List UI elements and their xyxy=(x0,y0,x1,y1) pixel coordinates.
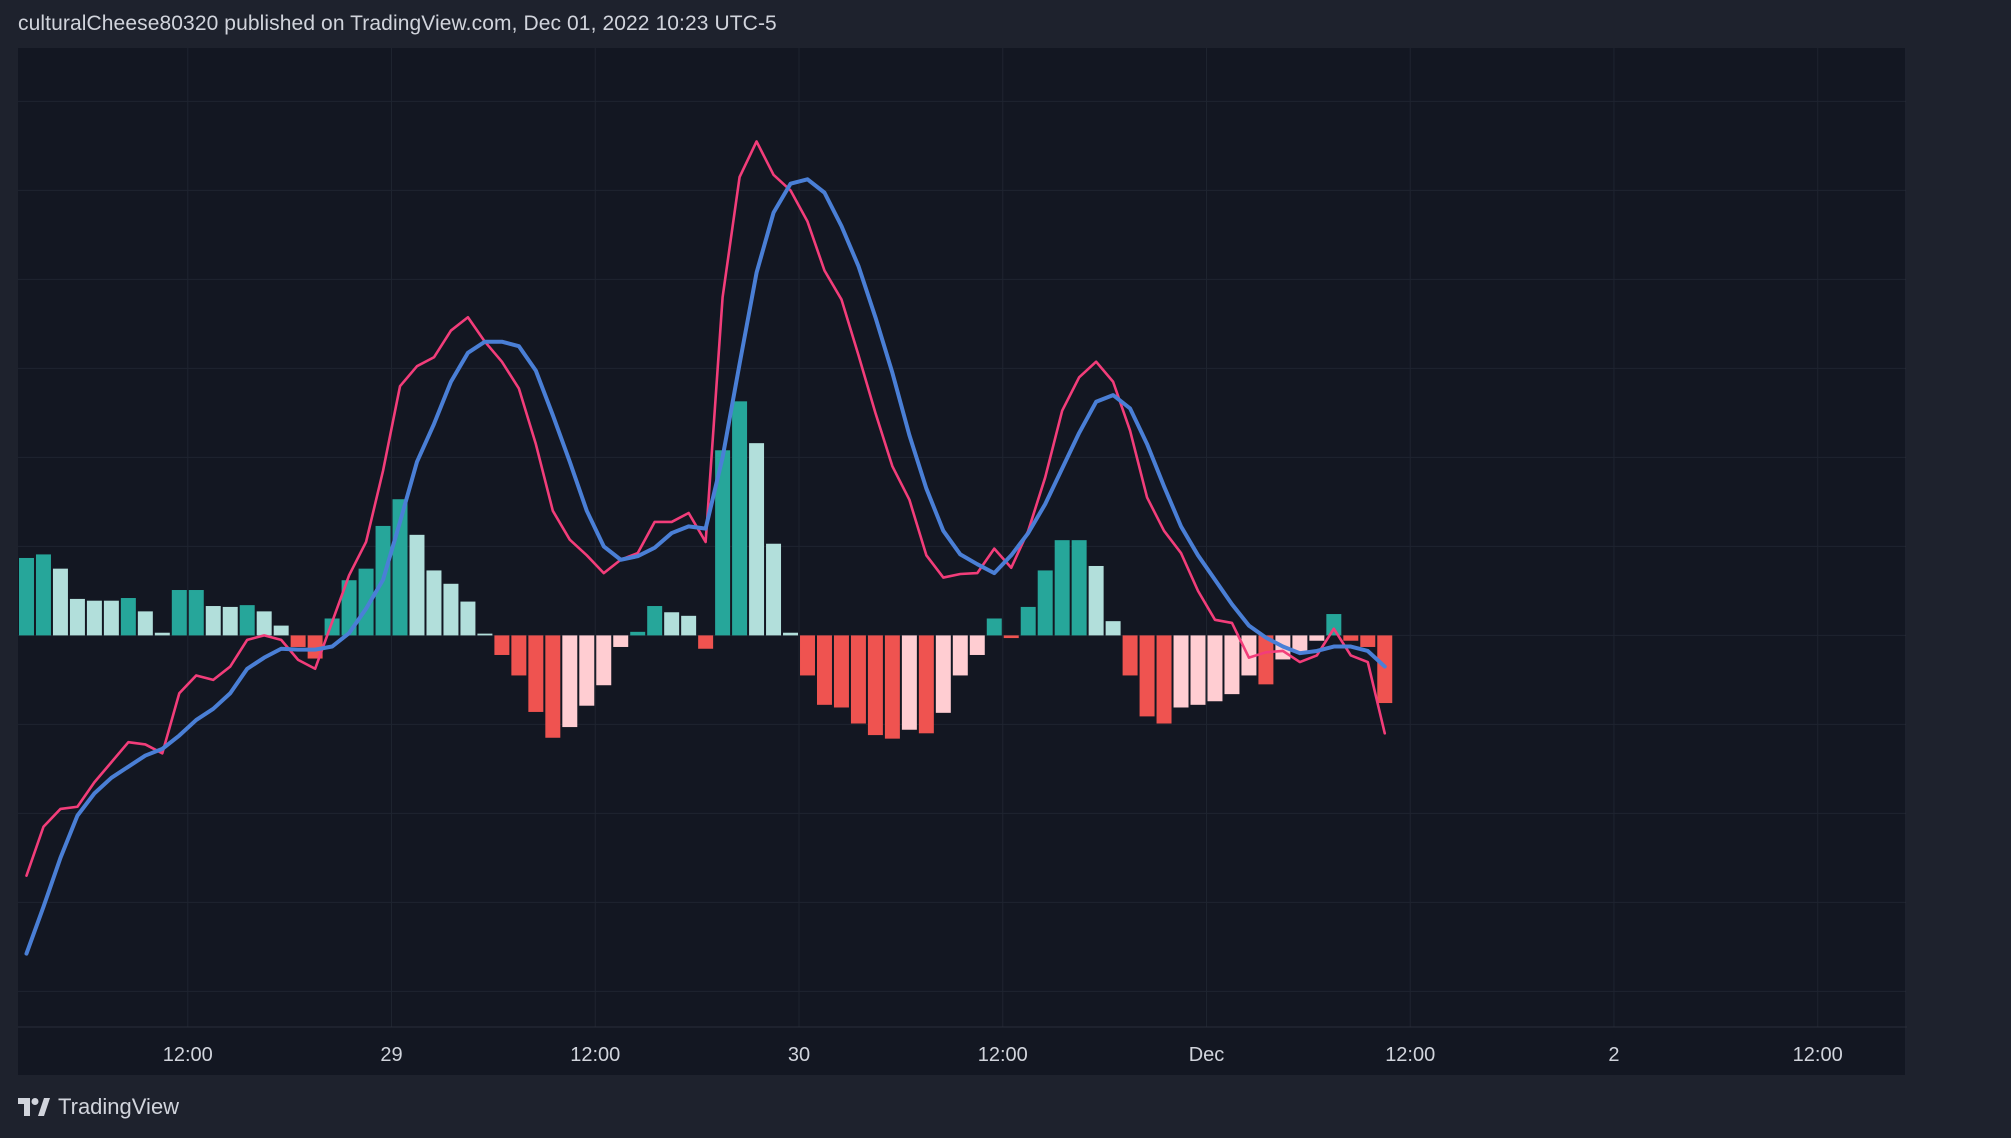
histogram-bar xyxy=(256,611,272,636)
histogram-bar xyxy=(426,570,442,636)
histogram-bar xyxy=(1122,635,1138,676)
histogram-bar xyxy=(443,583,459,636)
chart-pane[interactable]: 12.0010.008.006.004.002.000.00−2.00−4.00… xyxy=(18,48,1907,1075)
histogram-bar xyxy=(630,631,646,636)
histogram-bar xyxy=(1190,635,1206,705)
histogram-bar xyxy=(477,633,493,636)
histogram-bar xyxy=(239,605,255,636)
histogram-bar xyxy=(1207,635,1223,702)
histogram-bar xyxy=(188,590,204,636)
axis-lines xyxy=(18,48,1907,1075)
x-tick-label: 12:00 xyxy=(163,1044,213,1066)
histogram-bar xyxy=(867,635,883,736)
histogram-bar xyxy=(647,606,663,636)
histogram-bar xyxy=(952,635,968,676)
time-axis[interactable]: 12:00 29 12:00 30 12:00 Dec 12:00 2 12:00 xyxy=(163,1044,1843,1066)
histogram-bar xyxy=(732,401,748,636)
histogram-bar xyxy=(409,534,425,636)
grid xyxy=(18,48,1906,1027)
histogram-bar xyxy=(1020,606,1036,636)
histogram-bar xyxy=(766,543,782,636)
histogram-bar xyxy=(783,632,799,636)
histogram-bar xyxy=(1173,635,1189,708)
tradingview-logo-icon xyxy=(18,1098,50,1116)
histogram-bar xyxy=(562,635,578,728)
histogram-bar xyxy=(358,568,374,636)
histogram-bar xyxy=(664,612,680,636)
histogram-bar xyxy=(1326,614,1342,636)
histogram-bar xyxy=(511,635,527,676)
macd-line xyxy=(24,177,1387,956)
histogram-bar xyxy=(1360,635,1376,647)
histogram-bar xyxy=(1003,635,1019,639)
x-tick-label: 12:00 xyxy=(570,1044,620,1066)
histogram-bar xyxy=(884,635,900,739)
histogram-bar xyxy=(171,590,187,636)
histogram-bar xyxy=(579,635,595,706)
histogram-bar xyxy=(698,635,714,649)
x-tick-label: 12:00 xyxy=(1793,1044,1843,1066)
histogram-bar xyxy=(1139,635,1155,717)
histogram-bar xyxy=(1071,540,1087,636)
histogram-bar xyxy=(154,632,170,636)
tradingview-logo[interactable]: TradingView xyxy=(18,1094,179,1120)
histogram-bar xyxy=(800,635,815,676)
attribution-header: culturalCheese80320 published on Trading… xyxy=(18,12,777,35)
lines xyxy=(24,140,1387,956)
histogram-bar xyxy=(918,635,934,734)
x-tick-label: 12:00 xyxy=(978,1044,1028,1066)
histogram-bar xyxy=(1309,635,1325,641)
x-tick-label: 2 xyxy=(1608,1044,1619,1066)
histogram-bar xyxy=(596,635,612,686)
histogram-bar xyxy=(494,635,510,655)
histogram-bar xyxy=(715,450,731,636)
histogram-bar xyxy=(103,600,119,636)
x-tick-label: Dec xyxy=(1189,1044,1225,1066)
histogram-bar xyxy=(969,635,985,655)
signal-line xyxy=(25,140,1387,878)
histogram-bar xyxy=(460,601,476,636)
histogram-bar xyxy=(681,615,697,636)
histogram-bar xyxy=(816,635,832,705)
histogram-bar xyxy=(1105,621,1121,636)
histogram-bar xyxy=(528,635,544,712)
histogram-bar xyxy=(307,635,323,659)
histogram-bar xyxy=(35,554,51,636)
histogram-bar xyxy=(545,635,561,738)
macd-chart[interactable]: 12.0010.008.006.004.002.000.00−2.00−4.00… xyxy=(18,48,1907,1075)
histogram-bar xyxy=(86,600,102,636)
histogram-bar xyxy=(850,635,866,724)
x-tick-label: 30 xyxy=(788,1044,810,1066)
histogram-bar xyxy=(1258,635,1274,685)
histogram-bar xyxy=(52,568,68,636)
histogram-bar xyxy=(1088,565,1104,636)
tradingview-logo-text: TradingView xyxy=(58,1094,180,1119)
histogram-bar xyxy=(273,625,289,636)
histogram-bar xyxy=(341,580,357,636)
histogram-bar xyxy=(1037,570,1053,636)
histogram-bar xyxy=(1224,635,1240,695)
histogram-bar xyxy=(19,557,34,636)
histogram-bar xyxy=(935,635,951,713)
x-tick-label: 12:00 xyxy=(1385,1044,1435,1066)
histogram-bar xyxy=(901,635,917,730)
histogram-bar xyxy=(986,618,1002,636)
histogram-bar xyxy=(1156,635,1172,724)
histogram-bar xyxy=(1377,635,1393,704)
histogram-bar xyxy=(222,606,238,636)
histogram-bar xyxy=(1054,540,1070,636)
histogram-bar xyxy=(613,635,629,647)
histogram-bar xyxy=(833,635,849,708)
histogram-bar xyxy=(749,443,765,636)
histogram-bar xyxy=(137,611,153,636)
x-tick-label: 29 xyxy=(380,1044,402,1066)
histogram-bar xyxy=(120,598,136,636)
histogram-bar xyxy=(290,635,306,647)
histogram xyxy=(19,401,1393,739)
histogram-bar xyxy=(69,598,85,636)
histogram-bar xyxy=(1343,635,1359,641)
histogram-bar xyxy=(1292,635,1308,652)
histogram-bar xyxy=(205,606,221,636)
